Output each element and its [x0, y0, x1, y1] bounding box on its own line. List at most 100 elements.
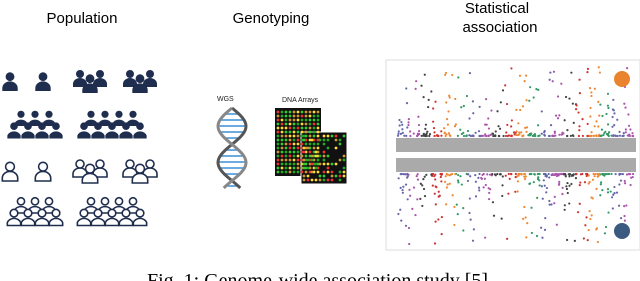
- person-head: [45, 110, 53, 118]
- point: [510, 134, 513, 138]
- spot: [284, 142, 288, 146]
- spot: [280, 118, 284, 122]
- person-head: [134, 163, 146, 174]
- spot: [330, 134, 334, 138]
- point: [432, 172, 435, 176]
- person-head: [10, 122, 18, 130]
- spot: [304, 154, 308, 158]
- point: [397, 130, 400, 133]
- point: [596, 240, 599, 244]
- point: [453, 205, 456, 208]
- manhattan-plot: [385, 59, 640, 251]
- point: [481, 173, 484, 176]
- spot: [308, 114, 312, 118]
- spot: [312, 150, 316, 154]
- point: [538, 172, 541, 176]
- point: [469, 134, 473, 138]
- point: [523, 175, 526, 178]
- point: [472, 228, 475, 231]
- point: [513, 133, 516, 136]
- point: [483, 177, 486, 180]
- spot: [308, 130, 312, 134]
- person-head: [86, 196, 96, 206]
- point: [541, 236, 544, 239]
- point: [432, 120, 435, 123]
- point: [510, 173, 513, 176]
- person-head: [38, 72, 48, 82]
- point: [444, 73, 447, 76]
- person-head: [17, 110, 25, 118]
- point: [507, 192, 510, 195]
- point: [402, 185, 405, 188]
- point: [424, 127, 427, 131]
- point: [428, 134, 431, 138]
- point: [621, 172, 625, 176]
- point: [538, 134, 541, 137]
- point: [433, 242, 437, 245]
- label: WGS: [217, 96, 234, 103]
- pie-icon: [614, 71, 630, 87]
- person-head: [52, 122, 60, 130]
- spot: [322, 170, 326, 174]
- person-body: [112, 119, 126, 126]
- spot: [292, 138, 296, 142]
- spot: [296, 122, 300, 126]
- point: [487, 117, 490, 120]
- chromosome-band: [396, 158, 636, 172]
- spot: [280, 134, 284, 138]
- spot: [306, 166, 310, 170]
- point: [459, 175, 462, 178]
- spot: [304, 126, 308, 130]
- point: [510, 119, 513, 122]
- point: [537, 176, 540, 179]
- point: [628, 173, 631, 176]
- point: [523, 172, 527, 176]
- spot: [284, 154, 288, 158]
- point: [506, 237, 509, 240]
- person-body: [93, 78, 107, 87]
- point: [417, 115, 420, 118]
- spot: [296, 166, 300, 170]
- spot: [322, 154, 326, 158]
- point: [405, 87, 408, 90]
- point: [398, 124, 401, 127]
- point: [534, 134, 537, 138]
- spot: [312, 158, 316, 162]
- point: [604, 225, 608, 229]
- point: [462, 229, 465, 232]
- person-body: [42, 119, 56, 126]
- point: [514, 176, 517, 179]
- point: [437, 218, 440, 221]
- point: [557, 174, 560, 177]
- point: [631, 134, 634, 138]
- point: [536, 196, 539, 199]
- point: [624, 128, 627, 131]
- point: [570, 182, 573, 186]
- point: [533, 173, 536, 176]
- spot: [326, 162, 330, 166]
- spot: [304, 170, 308, 174]
- point: [543, 172, 546, 176]
- point: [528, 99, 531, 102]
- person-head: [96, 70, 104, 78]
- point: [403, 134, 406, 137]
- point: [499, 101, 502, 104]
- spot: [280, 126, 284, 130]
- point: [609, 190, 612, 193]
- spot: [288, 146, 292, 150]
- point: [573, 239, 576, 242]
- point: [610, 172, 613, 176]
- point: [444, 71, 448, 75]
- point: [589, 134, 592, 138]
- spot: [314, 150, 318, 154]
- point: [432, 126, 436, 130]
- point: [408, 242, 411, 246]
- point: [599, 183, 602, 186]
- spot: [288, 122, 292, 126]
- spot: [288, 126, 292, 130]
- point: [599, 194, 602, 197]
- spot: [308, 138, 312, 142]
- spot: [316, 146, 320, 150]
- person-head: [37, 161, 49, 172]
